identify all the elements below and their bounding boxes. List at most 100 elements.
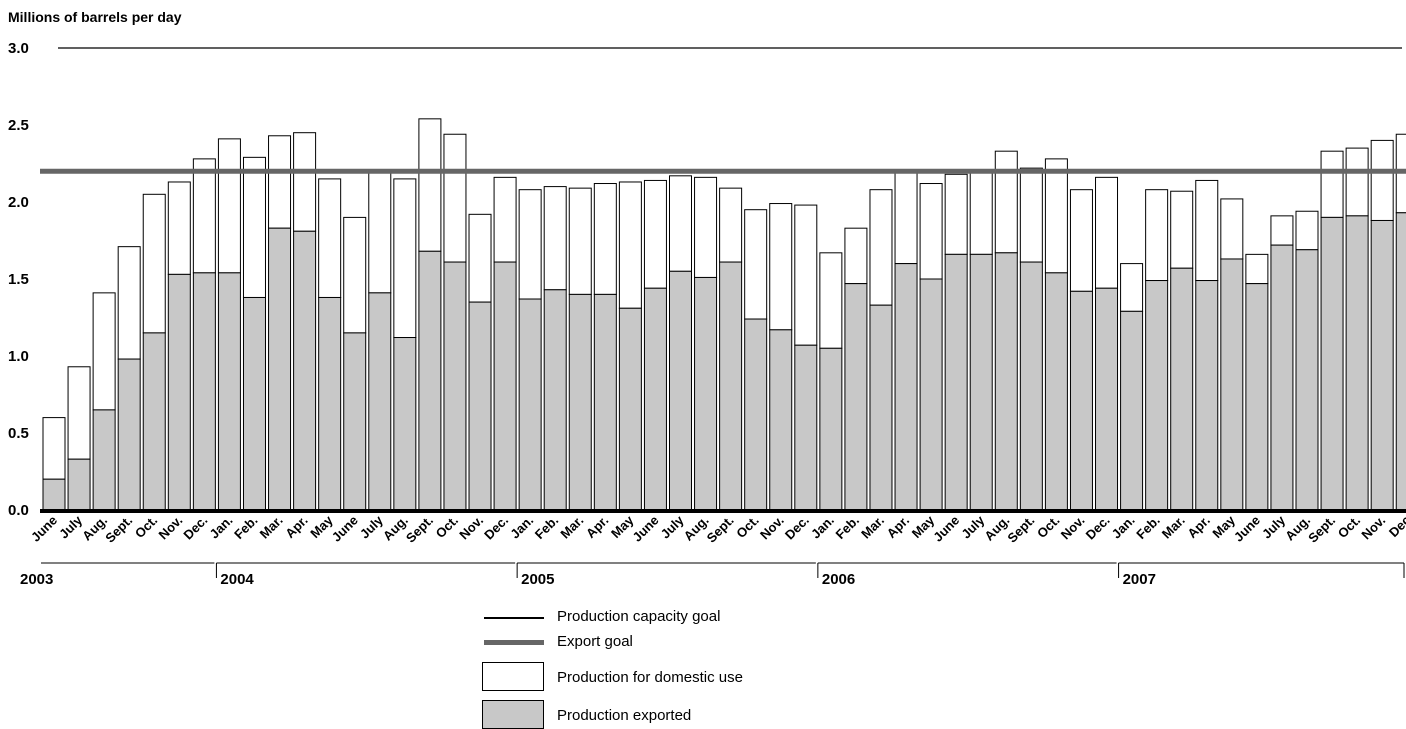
legend-label: Export goal <box>557 633 633 650</box>
bar-exported <box>1295 249 1319 511</box>
bar-domestic <box>393 178 417 339</box>
year-label: 2004 <box>220 571 254 588</box>
bar-domestic <box>117 246 141 360</box>
x-axis-month-labels: JuneJulyAug.Sept.Oct.Nov.Dec.Jan.Feb.Mar… <box>28 512 1406 546</box>
bar-exported <box>92 409 116 511</box>
bar-exported <box>117 358 141 511</box>
bar-domestic <box>1220 198 1244 260</box>
month-label: Jan. <box>1109 513 1138 542</box>
month-label: Apr. <box>282 513 310 541</box>
thick-line-swatch <box>484 640 544 645</box>
month-label: July <box>1259 512 1289 542</box>
month-label: Oct. <box>733 513 761 541</box>
month-label: Oct. <box>132 513 160 541</box>
month-label: Apr. <box>884 513 912 541</box>
bar-domestic <box>719 187 743 263</box>
bar-domestic <box>919 183 943 280</box>
bar-domestic <box>769 203 793 331</box>
bar-exported <box>192 272 216 511</box>
white-box-swatch <box>482 662 544 691</box>
month-label: July <box>56 512 86 542</box>
bar-exported <box>568 293 592 511</box>
month-label: Apr. <box>1184 513 1212 541</box>
bar-exported <box>242 296 266 511</box>
bar-exported <box>142 332 166 511</box>
bar-exported <box>643 287 667 511</box>
y-axis-title: Millions of barrels per day <box>8 9 182 25</box>
bar-exported <box>769 329 793 511</box>
bar-exported <box>443 261 467 511</box>
bar-domestic <box>643 179 667 289</box>
legend-item-capacity-goal: Production capacity goal <box>482 606 902 630</box>
month-label: Dec <box>1386 513 1406 540</box>
y-tick-label: 0.5 <box>8 425 29 442</box>
bar-exported <box>719 261 743 511</box>
bar-domestic <box>744 209 768 320</box>
month-label: Dec. <box>481 513 511 543</box>
month-label: June <box>28 513 60 545</box>
bar-exported <box>1095 287 1119 511</box>
bar-exported <box>493 261 517 511</box>
legend-item-exported: Production exported <box>482 700 902 729</box>
bar-domestic <box>894 170 918 265</box>
month-label: Feb. <box>833 513 863 543</box>
bar-exported <box>1145 280 1169 511</box>
reference-lines <box>40 47 1406 513</box>
bar-exported <box>844 283 868 511</box>
bar-domestic <box>368 169 392 294</box>
bar-exported <box>368 292 392 511</box>
y-tick-label: 1.0 <box>8 348 29 365</box>
bar-exported <box>1069 290 1093 511</box>
bar-exported <box>1345 215 1369 511</box>
bar-domestic <box>493 176 517 263</box>
bar-exported <box>944 253 968 511</box>
bar-exported <box>518 298 542 511</box>
month-label: Oct. <box>1335 513 1363 541</box>
bar-domestic <box>1120 263 1144 312</box>
bar-domestic <box>1370 139 1394 221</box>
bar-domestic <box>1044 158 1068 274</box>
y-axis-ticks: 0.0 0.5 1.0 1.5 2.0 2.5 3.0 <box>8 40 29 519</box>
bar-domestic <box>242 156 266 298</box>
year-label: 2006 <box>822 571 855 588</box>
bar-exported <box>1270 244 1294 511</box>
bar-domestic <box>1170 190 1194 269</box>
month-label: Nov. <box>456 513 486 543</box>
month-label: June <box>629 513 661 545</box>
bars <box>42 118 1406 511</box>
bar-domestic <box>794 204 818 346</box>
bar-exported <box>1370 219 1394 511</box>
bar-exported <box>1245 283 1269 511</box>
bar-exported <box>1220 258 1244 511</box>
bar-domestic <box>944 173 968 255</box>
legend-label: Production capacity goal <box>557 608 721 625</box>
bar-exported <box>1320 216 1344 511</box>
month-label: Mar. <box>257 513 286 542</box>
y-tick-label: 0.0 <box>8 502 29 519</box>
bar-domestic <box>67 366 91 460</box>
bar-domestic <box>92 292 116 411</box>
month-label: Nov. <box>156 513 186 543</box>
month-label: Feb. <box>532 513 562 543</box>
bar-domestic <box>669 175 692 272</box>
bar-exported <box>67 458 91 511</box>
bar-domestic <box>1245 253 1269 285</box>
bar-exported <box>293 230 317 511</box>
bar-exported <box>268 227 292 511</box>
y-tick-label: 3.0 <box>8 40 29 57</box>
bar-exported <box>894 263 918 511</box>
bar-exported <box>217 272 241 511</box>
legend-label: Production for domestic use <box>557 669 743 686</box>
bar-domestic <box>1345 147 1369 217</box>
bar-exported <box>994 252 1018 511</box>
bar-exported <box>819 347 843 511</box>
bar-exported <box>418 250 442 511</box>
bar-domestic <box>1095 176 1119 289</box>
y-tick-label: 2.5 <box>8 117 29 134</box>
month-label: Dec. <box>782 513 812 543</box>
legend-item-export-goal: Export goal <box>482 631 902 655</box>
legend-item-domestic: Production for domestic use <box>482 662 902 691</box>
bar-exported <box>318 296 342 511</box>
year-label: 2005 <box>521 571 554 588</box>
bar-domestic <box>217 138 241 274</box>
